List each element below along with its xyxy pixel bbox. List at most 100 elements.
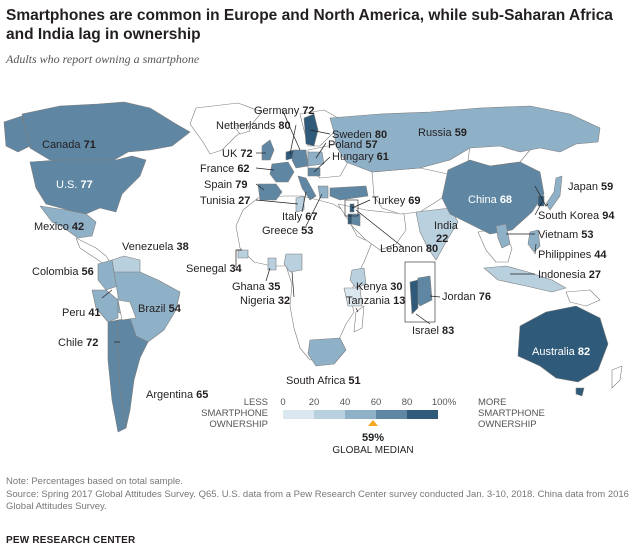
country-vietnam bbox=[495, 223, 511, 249]
label-turkey: Turkey 69 bbox=[372, 195, 421, 207]
world-map: Canada 71 U.S. 77 Mexico 42 Venezuela 38… bbox=[0, 94, 640, 466]
label-senegal: Senegal 34 bbox=[186, 263, 243, 275]
legend-high-line1: MORE bbox=[478, 397, 507, 408]
legend-tick-0: 0 bbox=[280, 397, 285, 408]
note-text: Note: Percentages based on total sample. bbox=[6, 476, 183, 487]
legend-tick-60: 60 bbox=[371, 397, 382, 408]
legend: LESS SMARTPHONE OWNERSHIP 0 20 40 60 80 … bbox=[201, 397, 545, 456]
label-hungary: Hungary 61 bbox=[332, 151, 389, 163]
inset-box-lebanon bbox=[344, 199, 359, 217]
country-south-africa bbox=[307, 337, 347, 367]
land-nz bbox=[611, 365, 623, 389]
label-philippines: Philippines 44 bbox=[538, 249, 607, 261]
country-tasmania bbox=[575, 387, 585, 397]
label-lebanon: Lebanon 80 bbox=[380, 243, 438, 255]
legend-tick-20: 20 bbox=[309, 397, 320, 408]
label-tunisia: Tunisia 27 bbox=[200, 195, 250, 207]
legend-tick-40: 40 bbox=[340, 397, 351, 408]
label-italy: Italy 67 bbox=[282, 211, 318, 223]
country-senegal bbox=[237, 249, 249, 259]
label-france: France 62 bbox=[200, 163, 250, 175]
country-argentina bbox=[117, 317, 149, 429]
country-japan bbox=[545, 175, 563, 211]
country-china bbox=[441, 159, 545, 235]
label-south-africa: South Africa 51 bbox=[286, 375, 361, 387]
label-brazil: Brazil 54 bbox=[138, 303, 182, 315]
legend-high-line2: SMARTPHONE bbox=[478, 408, 545, 419]
country-peru bbox=[91, 289, 119, 323]
legend-high-line3: OWNERSHIP bbox=[478, 419, 537, 430]
label-germany: Germany 72 bbox=[254, 105, 315, 117]
label-netherlands: Netherlands 80 bbox=[216, 120, 291, 132]
country-tunisia bbox=[295, 195, 305, 213]
label-vietnam: Vietnam 53 bbox=[538, 229, 593, 241]
land-africa bbox=[235, 195, 374, 361]
median-label: GLOBAL MEDIAN bbox=[332, 445, 413, 456]
country-philippines bbox=[527, 229, 541, 253]
country-brazil bbox=[113, 271, 181, 343]
label-jordan: Jordan 76 bbox=[442, 291, 491, 303]
country-germany bbox=[291, 149, 309, 169]
label-israel: Israel 83 bbox=[412, 325, 454, 337]
label-south-korea: South Korea 94 bbox=[538, 210, 615, 222]
label-argentina: Argentina 65 bbox=[146, 389, 208, 401]
label-spain: Spain 79 bbox=[204, 179, 247, 191]
median-value: 59% bbox=[362, 432, 384, 444]
country-jordan bbox=[351, 213, 361, 227]
chart-title: Smartphones are common in Europe and Nor… bbox=[6, 7, 613, 43]
country-australia bbox=[517, 305, 609, 383]
country-nigeria bbox=[283, 253, 303, 273]
country-alaska bbox=[3, 115, 31, 153]
country-israel bbox=[347, 213, 353, 225]
country-kenya bbox=[349, 267, 367, 289]
label-ghana: Ghana 35 bbox=[232, 281, 280, 293]
label-greece: Greece 53 bbox=[262, 225, 313, 237]
land-central-asia bbox=[371, 167, 449, 215]
country-ghana bbox=[267, 257, 277, 271]
label-tanzania: Tanzania 13 bbox=[346, 295, 405, 307]
country-mexico bbox=[39, 205, 97, 239]
label-sweden: Sweden 80 bbox=[332, 129, 387, 141]
label-russia: Russia 59 bbox=[418, 127, 467, 139]
country-turkey bbox=[329, 185, 369, 201]
country-spain bbox=[257, 183, 283, 201]
notes: Note: Percentages based on total sample.… bbox=[6, 476, 636, 514]
legend-bin-0-20 bbox=[283, 410, 314, 419]
legend-bin-80-100 bbox=[407, 410, 438, 419]
legend-bin-20-40 bbox=[314, 410, 345, 419]
chart-subtitle: Adults who report owning a smartphone bbox=[6, 52, 200, 66]
label-mexico: Mexico 42 bbox=[34, 221, 84, 233]
label-chile: Chile 72 bbox=[58, 337, 98, 349]
country-us bbox=[29, 155, 147, 215]
land-central-america bbox=[75, 237, 111, 265]
label-australia: Australia 82 bbox=[532, 346, 590, 358]
country-canada bbox=[21, 101, 191, 161]
brand-logo: PEW RESEARCH CENTER bbox=[6, 535, 136, 546]
legend-bin-40-60 bbox=[345, 410, 376, 419]
label-india: India bbox=[434, 220, 459, 232]
label-kenya: Kenya 30 bbox=[356, 281, 403, 293]
country-poland bbox=[307, 151, 325, 167]
label-china: China 68 bbox=[468, 194, 512, 206]
legend-low-line3: OWNERSHIP bbox=[209, 419, 268, 430]
leader-lines bbox=[101, 108, 549, 343]
country-bolivia bbox=[117, 299, 137, 321]
label-poland: Poland 57 bbox=[328, 139, 378, 151]
median-marker bbox=[368, 420, 378, 426]
country-greece bbox=[317, 185, 329, 199]
land-greenland bbox=[189, 102, 263, 155]
label-japan: Japan 59 bbox=[568, 181, 613, 193]
label-colombia: Colombia 56 bbox=[32, 266, 94, 278]
label-nigeria: Nigeria 32 bbox=[240, 295, 290, 307]
country-tanzania bbox=[343, 287, 363, 307]
country-russia bbox=[329, 105, 601, 173]
legend-bin-60-80 bbox=[376, 410, 407, 419]
source-text: Source: Spring 2017 Global Attitudes Sur… bbox=[6, 488, 629, 513]
label-india-value: 22 bbox=[436, 233, 448, 245]
label-venezuela: Venezuela 38 bbox=[122, 241, 189, 253]
legend-low-line1: LESS bbox=[244, 397, 268, 408]
label-peru: Peru 41 bbox=[62, 307, 101, 319]
label-us: U.S. 77 bbox=[56, 179, 93, 191]
land-madagascar bbox=[353, 305, 365, 333]
legend-tick-80: 80 bbox=[402, 397, 413, 408]
